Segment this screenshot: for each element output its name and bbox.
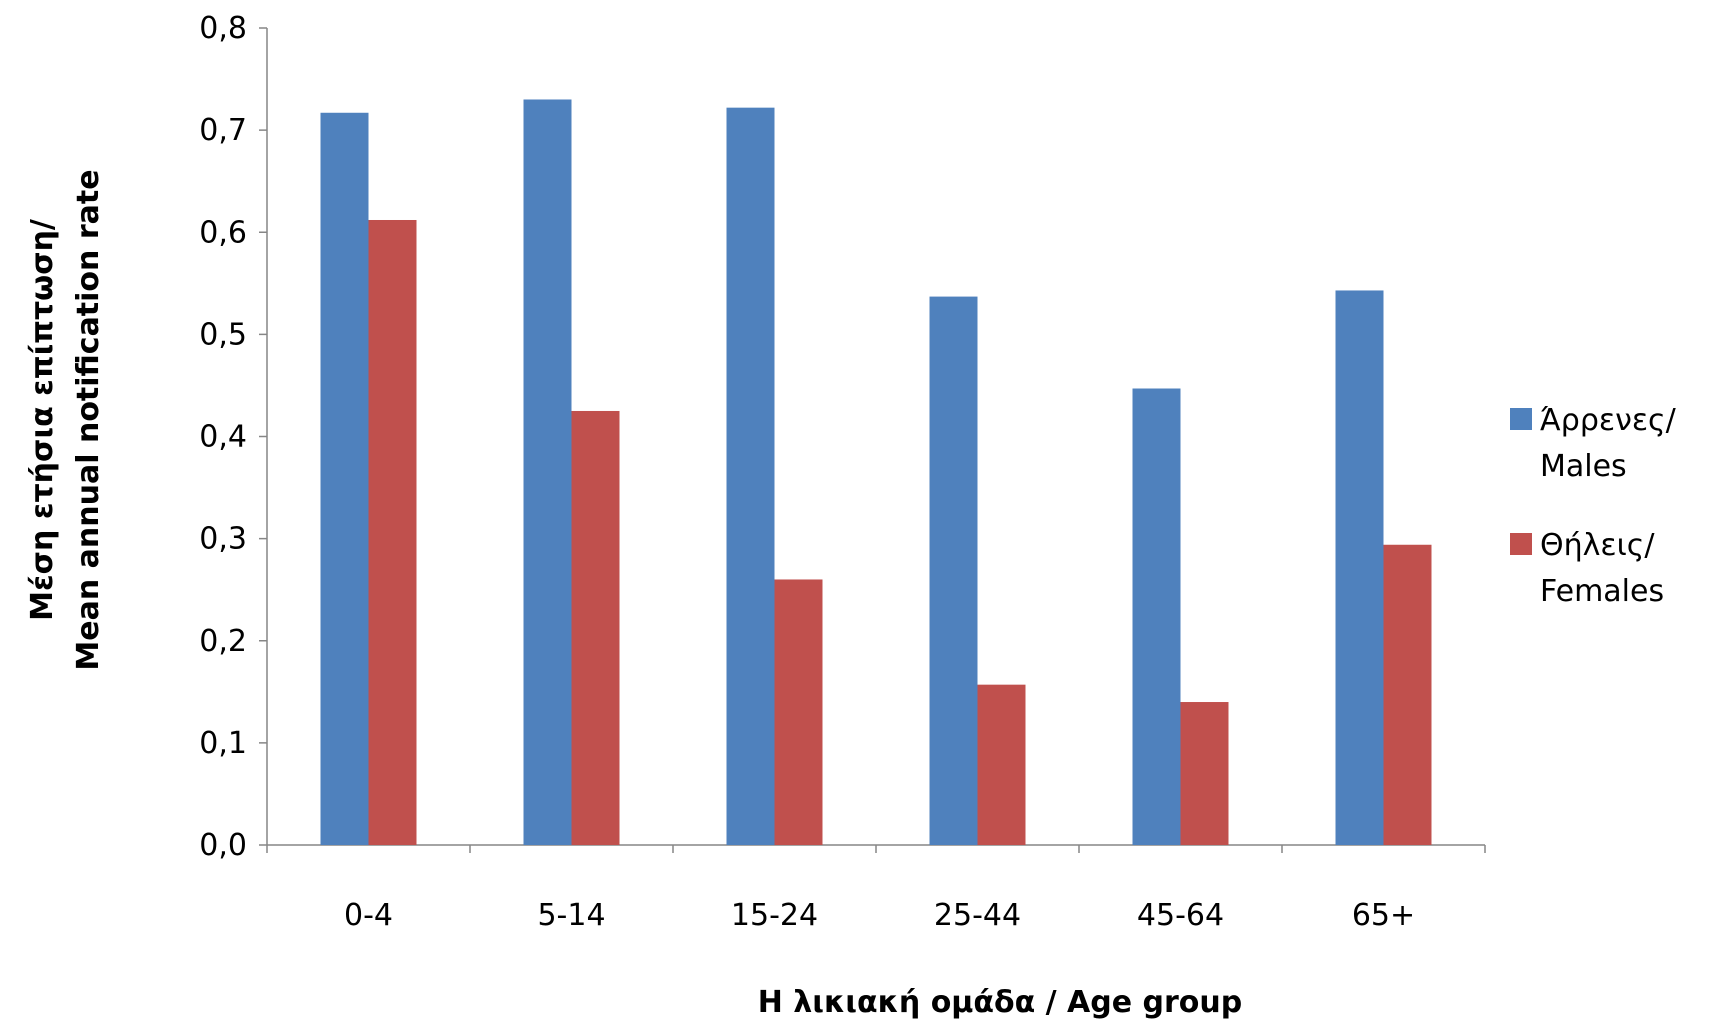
bar-females-15-24 [774,579,823,845]
legend: Άρρενες/Males Θήλεις/Females [1510,403,1677,609]
bar-females-5-14 [571,410,620,845]
y-tick-label: 0,5 [199,317,247,352]
y-tick-label: 0,4 [199,420,247,455]
y-tick-label: 0,0 [199,828,247,863]
x-tick-label: 65+ [1352,898,1415,933]
x-tick-label: 0-4 [344,898,393,933]
bar-males-25-44 [929,296,978,845]
bar-females-65+ [1383,544,1432,845]
x-axis-title: Η λικιακή ομάδα / Age group [758,985,1243,1020]
y-axis-title-line-2: Mean annual notification rate [71,169,106,670]
x-tick-label: 25-44 [934,898,1021,933]
bar-females-0-4 [368,219,417,845]
bar-males-0-4 [320,112,369,846]
legend-label-males: Άρρενες/ [1540,403,1677,438]
legend-label-females: Females [1540,574,1664,609]
bar-males-5-14 [523,99,572,846]
legend-label-males: Males [1540,449,1627,484]
bar-males-65+ [1335,290,1384,845]
bar-males-15-24 [726,107,775,846]
legend-label-females: Θήλεις/ [1540,528,1655,563]
x-tick-label: 45-64 [1137,898,1224,933]
legend-swatch-males [1510,408,1532,430]
y-tick-label: 0,1 [199,726,247,761]
y-tick-label: 0,6 [199,215,247,250]
plot-area: 0,0 0,1 0,2 0,3 0,4 0,5 0,6 0,7 0,8 0-4 5-14 15-24 2… [199,11,1486,933]
bar-males-45-64 [1132,388,1181,845]
y-axis-title: Μέση ετήσια επίπτωση/ Mean annual notifi… [25,169,106,670]
y-tick-label: 0,2 [199,624,247,659]
y-axis-title-line-1: Μέση ετήσια επίπτωση/ [25,219,60,621]
bar-females-45-64 [1180,702,1229,845]
y-tick-label: 0,7 [199,113,247,148]
x-tick-label: 15-24 [731,898,818,933]
y-tick-label: 0,8 [199,11,247,46]
bar-females-25-44 [977,684,1026,845]
legend-swatch-females [1510,533,1532,555]
x-tick-label: 5-14 [537,898,605,933]
y-tick-label: 0,3 [199,522,247,557]
